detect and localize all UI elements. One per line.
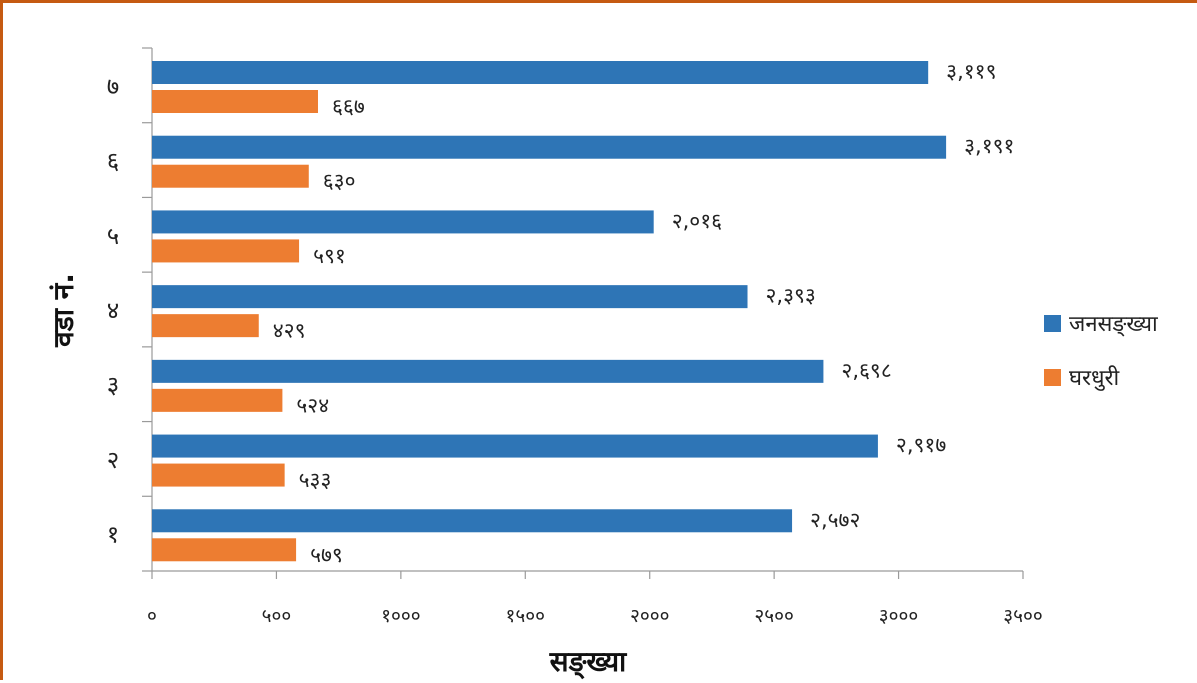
x-tick-label: २००० bbox=[630, 605, 670, 627]
y-tick-label: ७ bbox=[107, 72, 119, 100]
bar-population bbox=[152, 210, 654, 234]
bar-population bbox=[152, 509, 793, 533]
data-labels: २,५७२ ५७९ २,९१७ ५३३ २,६९८ ५२४ २,३९३ ४२९ २,०१६ ५९१… bbox=[273, 60, 1015, 567]
data-label-population: २,६९८ bbox=[841, 358, 891, 382]
x-tick-label: ५०० bbox=[262, 605, 292, 627]
x-tick-label: १००० bbox=[381, 605, 421, 627]
bar-population bbox=[152, 359, 824, 383]
bar-households bbox=[152, 239, 300, 263]
bar-households bbox=[152, 90, 318, 113]
legend: जनसङ्ख्या घरधुरी bbox=[1044, 312, 1158, 391]
bar-households bbox=[152, 538, 297, 562]
y-tick-label: ६ bbox=[107, 147, 119, 175]
x-tick-label: ३५०० bbox=[1003, 605, 1043, 627]
data-label-households: ६६७ bbox=[332, 95, 365, 119]
legend-swatch-population bbox=[1044, 315, 1061, 332]
x-axis-title: सङ्ख्या bbox=[549, 645, 628, 679]
data-label-population: ३,११९ bbox=[946, 60, 996, 84]
bar-population bbox=[152, 285, 748, 309]
legend-swatch-households bbox=[1044, 369, 1061, 386]
data-label-households: ५७९ bbox=[310, 543, 343, 567]
data-label-population: २,५७२ bbox=[810, 508, 860, 532]
bar-chart: ० ५०० १००० १५०० २००० २५०० ३००० ३५०० १ २ ३ ४ ५ ६ ७ २,५… bbox=[47, 47, 1158, 679]
legend-label-population: जनसङ्ख्या bbox=[1069, 312, 1158, 337]
y-tick-label: ३ bbox=[107, 371, 119, 399]
x-axis: ० ५०० १००० १५०० २००० २५०० ३००० ३५०० bbox=[147, 571, 1043, 627]
bar-households bbox=[152, 164, 309, 188]
bar-population bbox=[152, 61, 929, 84]
bar-households bbox=[152, 463, 285, 487]
data-label-households: ६३० bbox=[323, 169, 356, 193]
x-tick-label: १५०० bbox=[506, 605, 546, 627]
y-axis-title: वडा नं. bbox=[47, 273, 80, 348]
x-tick-label: २५०० bbox=[754, 605, 794, 627]
data-label-households: ५९१ bbox=[313, 244, 346, 268]
y-axis: १ २ ३ ४ ५ ६ ७ bbox=[107, 47, 152, 572]
bars bbox=[152, 61, 947, 562]
data-label-households: ५२४ bbox=[296, 393, 329, 417]
y-tick-label: १ bbox=[107, 521, 119, 549]
y-tick-label: ४ bbox=[107, 297, 119, 325]
data-label-population: ३,१९१ bbox=[964, 134, 1014, 158]
data-label-households: ४२९ bbox=[273, 319, 306, 343]
bar-population bbox=[152, 135, 947, 159]
data-label-population: २,९१७ bbox=[896, 433, 946, 457]
legend-label-households: घरधुरी bbox=[1069, 365, 1120, 391]
bar-households bbox=[152, 314, 259, 338]
bar-households bbox=[152, 388, 283, 412]
bar-population bbox=[152, 434, 878, 458]
x-tick-label: ० bbox=[147, 605, 157, 627]
data-label-population: २,०१६ bbox=[672, 209, 722, 233]
y-tick-label: २ bbox=[107, 446, 119, 474]
x-tick-label: ३००० bbox=[879, 605, 919, 627]
data-label-population: २,३९३ bbox=[766, 284, 816, 308]
y-tick-label: ५ bbox=[107, 222, 119, 250]
data-label-households: ५३३ bbox=[299, 468, 332, 492]
plot-area bbox=[151, 48, 1023, 572]
